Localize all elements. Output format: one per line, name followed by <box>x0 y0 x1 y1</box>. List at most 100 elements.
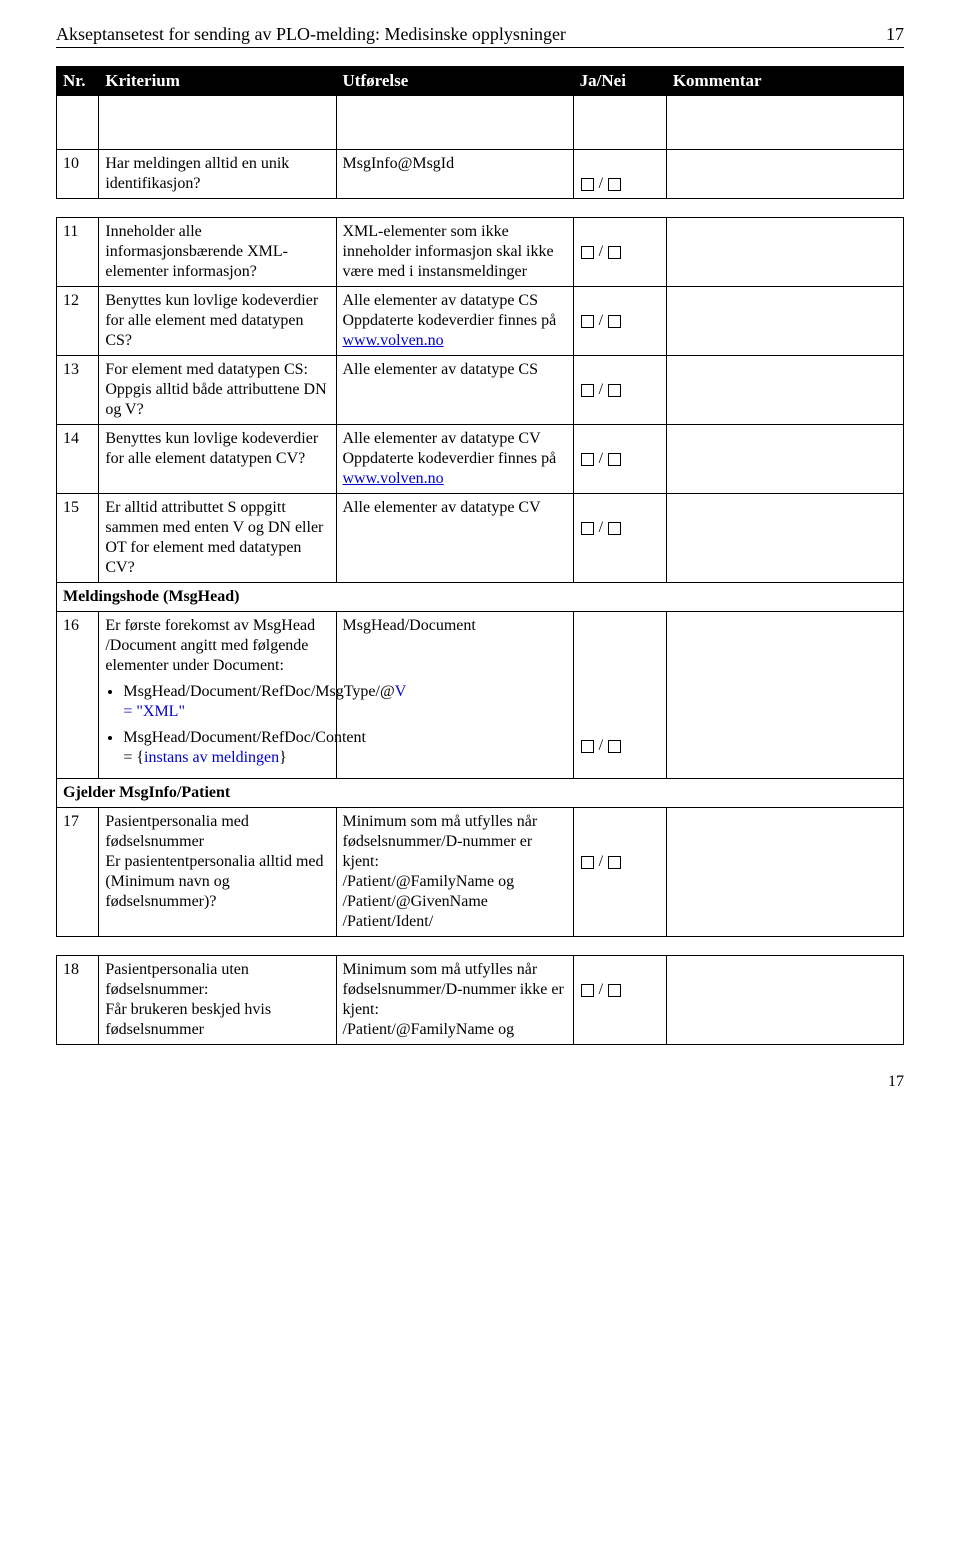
cell-janei: / <box>573 425 666 494</box>
spacer-row <box>57 96 904 150</box>
cell-utforelse: MsgInfo@MsgId <box>336 150 573 199</box>
cell-nr: 15 <box>57 494 99 583</box>
checkbox-yes[interactable] <box>581 384 594 397</box>
bullet-item: MsgHead/Document/RefDoc/Content = {insta… <box>123 728 329 768</box>
cell-nr: 13 <box>57 356 99 425</box>
checkbox-no[interactable] <box>608 246 621 259</box>
checkbox-pair[interactable]: / <box>580 449 622 469</box>
th-kriterium: Kriterium <box>99 67 336 96</box>
section-title: Gjelder MsgInfo/Patient <box>57 779 904 808</box>
checkbox-no[interactable] <box>608 178 621 191</box>
checkbox-yes[interactable] <box>581 740 594 753</box>
cell-kommentar <box>666 218 903 287</box>
cell-janei: / <box>573 287 666 356</box>
cell-kriterium: Har meldingen alltid en unik identifikas… <box>99 150 336 199</box>
checkbox-pair[interactable]: / <box>580 852 622 872</box>
volven-link[interactable]: www.volven.no <box>343 470 444 487</box>
table-row: 10 Har meldingen alltid en unik identifi… <box>57 150 904 199</box>
checkbox-no[interactable] <box>608 740 621 753</box>
criteria-table-1: Nr. Kriterium Utførelse Ja/Nei Kommentar… <box>56 66 904 199</box>
cell-kommentar <box>666 612 903 779</box>
table-row: 17 Pasientpersonalia med fødselsnummer E… <box>57 808 904 937</box>
th-kommentar: Kommentar <box>666 67 903 96</box>
header-title: Akseptansetest for sending av PLO-meldin… <box>56 24 566 45</box>
checkbox-pair[interactable]: / <box>580 736 622 756</box>
footer-pageno: 17 <box>56 1063 904 1091</box>
bullet-item: MsgHead/Document/RefDoc/MsgType/@V = "XM… <box>123 682 329 722</box>
cell-janei: / <box>573 356 666 425</box>
checkbox-yes[interactable] <box>581 984 594 997</box>
cell-kriterium: For element med datatypen CS: Oppgis all… <box>99 356 336 425</box>
table-row: 12 Benyttes kun lovlige kodeverdier for … <box>57 287 904 356</box>
cell-kriterium: Pasientpersonalia med fødselsnummer Er p… <box>99 808 336 937</box>
cell-nr: 10 <box>57 150 99 199</box>
checkbox-pair[interactable]: / <box>580 242 622 262</box>
cell-nr: 16 <box>57 612 99 779</box>
th-janei: Ja/Nei <box>573 67 666 96</box>
cell-utforelse: Alle elementer av datatype CS Oppdaterte… <box>336 287 573 356</box>
checkbox-no[interactable] <box>608 384 621 397</box>
th-nr: Nr. <box>57 67 99 96</box>
table-row: 18 Pasientpersonalia uten fødselsnummer:… <box>57 956 904 1045</box>
cell-kriterium: Benyttes kun lovlige kodeverdier for all… <box>99 425 336 494</box>
cell-nr: 11 <box>57 218 99 287</box>
cell-kriterium: Er første forekomst av MsgHead /Document… <box>99 612 336 779</box>
table-row: 13 For element med datatypen CS: Oppgis … <box>57 356 904 425</box>
checkbox-no[interactable] <box>608 522 621 535</box>
cell-nr: 17 <box>57 808 99 937</box>
cell-nr: 12 <box>57 287 99 356</box>
cell-kriterium: Pasientpersonalia uten fødselsnummer: Få… <box>99 956 336 1045</box>
table-row: 16 Er første forekomst av MsgHead /Docum… <box>57 612 904 779</box>
table-header-row: Nr. Kriterium Utførelse Ja/Nei Kommentar <box>57 67 904 96</box>
checkbox-yes[interactable] <box>581 522 594 535</box>
cell-kriterium: Inneholder alle informasjonsbærende XML-… <box>99 218 336 287</box>
checkbox-yes[interactable] <box>581 315 594 328</box>
checkbox-pair[interactable]: / <box>580 518 622 538</box>
criteria-table-3: 18 Pasientpersonalia uten fødselsnummer:… <box>56 955 904 1045</box>
criteria-table-2: 11 Inneholder alle informasjonsbærende X… <box>56 217 904 937</box>
cell-janei: / <box>573 808 666 937</box>
checkbox-no[interactable] <box>608 315 621 328</box>
checkbox-yes[interactable] <box>581 453 594 466</box>
cell-kommentar <box>666 287 903 356</box>
checkbox-no[interactable] <box>608 453 621 466</box>
cell-kommentar <box>666 956 903 1045</box>
checkbox-yes[interactable] <box>581 856 594 869</box>
section-row-patient: Gjelder MsgInfo/Patient <box>57 779 904 808</box>
table-row: 11 Inneholder alle informasjonsbærende X… <box>57 218 904 287</box>
cell-kommentar <box>666 425 903 494</box>
cell-utforelse: Alle elementer av datatype CS <box>336 356 573 425</box>
th-utforelse: Utførelse <box>336 67 573 96</box>
cell-kriterium: Benyttes kun lovlige kodeverdier for all… <box>99 287 336 356</box>
cell-utforelse: Alle elementer av datatype CV Oppdaterte… <box>336 425 573 494</box>
page-header: Akseptansetest for sending av PLO-meldin… <box>56 24 904 48</box>
checkbox-pair[interactable]: / <box>580 311 622 331</box>
cell-kommentar <box>666 494 903 583</box>
checkbox-yes[interactable] <box>581 178 594 191</box>
cell-kommentar <box>666 356 903 425</box>
cell-janei: / <box>573 150 666 199</box>
table-row: 14 Benyttes kun lovlige kodeverdier for … <box>57 425 904 494</box>
checkbox-yes[interactable] <box>581 246 594 259</box>
cell-janei: / <box>573 612 666 779</box>
checkbox-no[interactable] <box>608 856 621 869</box>
cell-utforelse: XML-elementer som ikke inneholder inform… <box>336 218 573 287</box>
cell-kriterium: Er alltid attributtet S oppgitt sammen m… <box>99 494 336 583</box>
header-pageno: 17 <box>886 24 904 45</box>
checkbox-no[interactable] <box>608 984 621 997</box>
checkbox-pair[interactable]: / <box>580 380 622 400</box>
cell-janei: / <box>573 956 666 1045</box>
cell-janei: / <box>573 494 666 583</box>
cell-kommentar <box>666 150 903 199</box>
cell-utforelse: Alle elementer av datatype CV <box>336 494 573 583</box>
cell-utforelse: Minimum som må utfylles når fødselsnumme… <box>336 956 573 1045</box>
table-row: 15 Er alltid attributtet S oppgitt samme… <box>57 494 904 583</box>
section-row-msghead: Meldingshode (MsgHead) <box>57 583 904 612</box>
cell-nr: 18 <box>57 956 99 1045</box>
checkbox-pair[interactable]: / <box>580 174 622 194</box>
section-title: Meldingshode (MsgHead) <box>57 583 904 612</box>
cell-nr: 14 <box>57 425 99 494</box>
cell-janei: / <box>573 218 666 287</box>
volven-link[interactable]: www.volven.no <box>343 332 444 349</box>
checkbox-pair[interactable]: / <box>580 980 622 1000</box>
